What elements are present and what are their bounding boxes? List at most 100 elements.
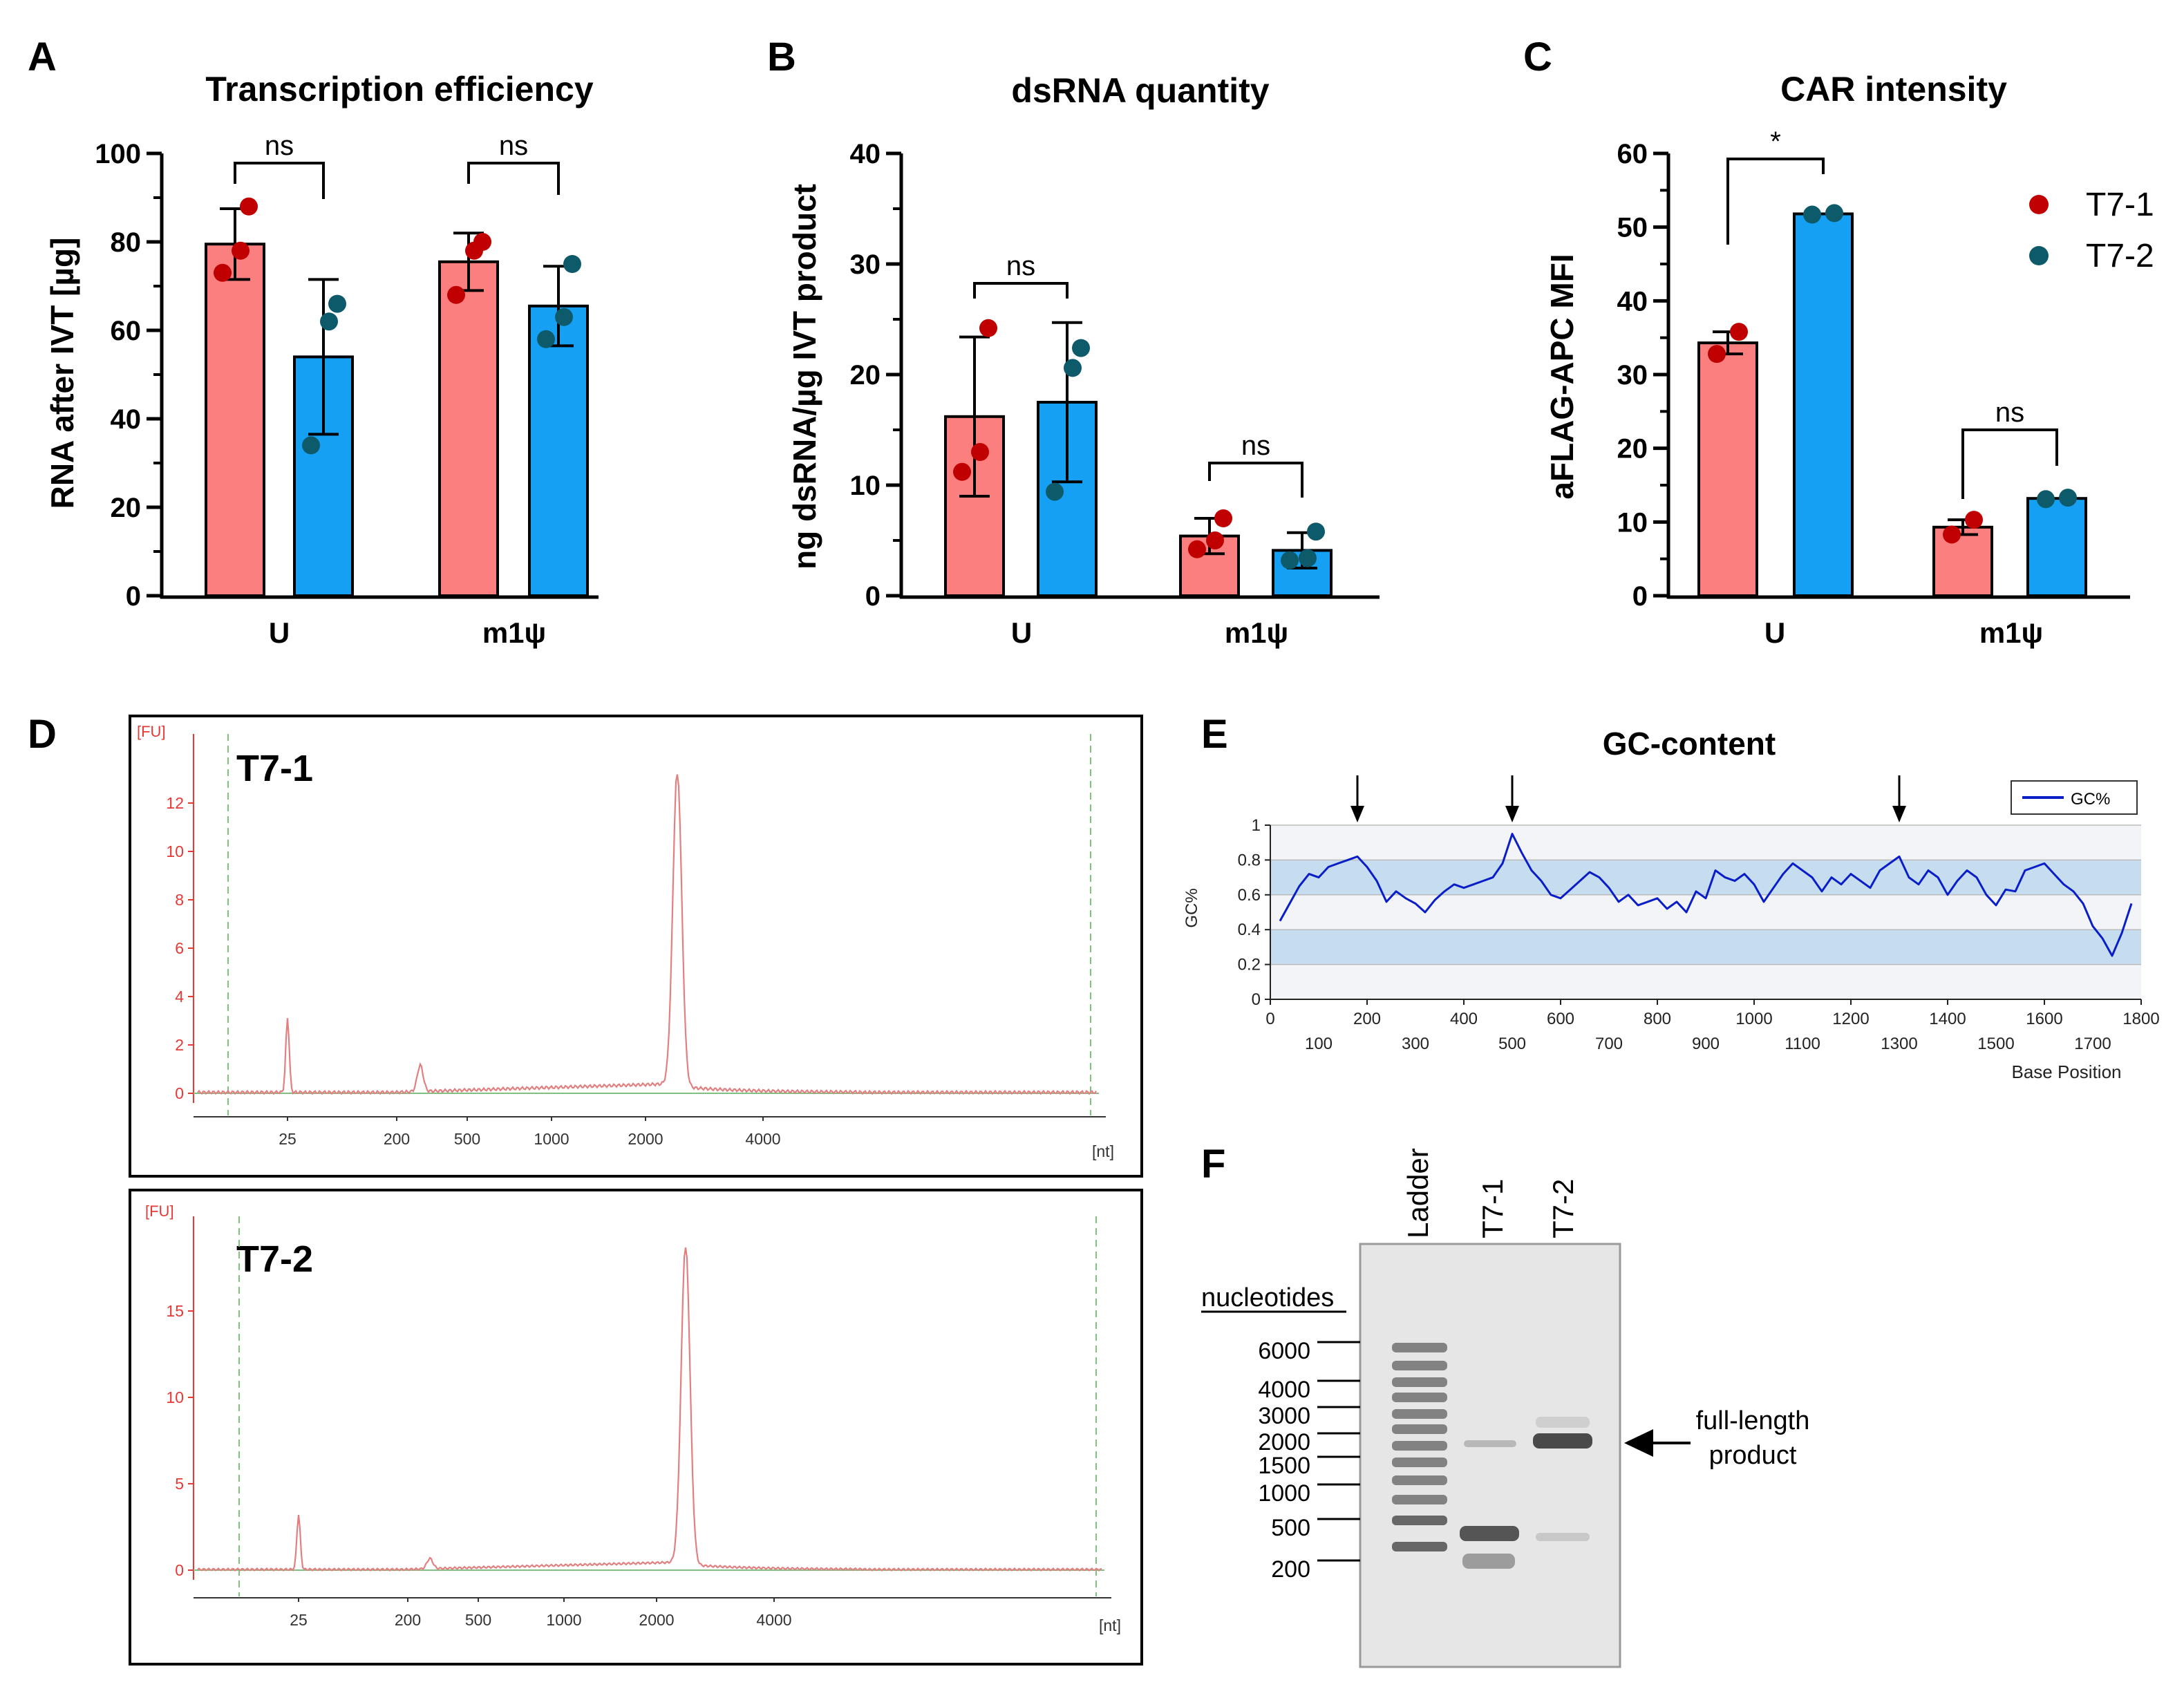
panel-letter-a: A <box>28 35 57 79</box>
lane-label: T7-1 <box>1476 1179 1509 1238</box>
x-tick-label: 0 <box>1265 1010 1274 1028</box>
x-tick-label: 700 <box>1595 1035 1623 1053</box>
data-point <box>979 319 997 337</box>
y-tick-label: 10 <box>166 842 184 860</box>
significance-label: ns <box>1241 431 1270 461</box>
data-point <box>1943 525 1961 544</box>
significance-label: ns <box>265 131 294 161</box>
significance-label: ns <box>499 131 528 161</box>
x-tick-label: 2000 <box>628 1130 663 1148</box>
data-point <box>1307 522 1325 541</box>
data-point <box>232 241 250 260</box>
gc-band <box>1270 860 2141 895</box>
trace-label: T7-1 <box>236 748 313 789</box>
y-tick-label: 0.8 <box>1238 851 1261 869</box>
data-point <box>1072 339 1090 357</box>
y-tick-label: 80 <box>111 227 142 258</box>
chart-title: GC-content <box>1603 726 1776 762</box>
panel-a: A Transcription efficiency RNA after IVT… <box>28 35 599 649</box>
significance-label: ns <box>1995 397 2024 428</box>
legend: T7-1 T7-2 <box>2029 187 2154 274</box>
ladder-band <box>1392 1458 1447 1467</box>
x-tick-label: 2000 <box>639 1611 674 1629</box>
panel-letter-f: F <box>1201 1142 1225 1187</box>
ladder-band <box>1392 1343 1447 1352</box>
chart-title: Transcription efficiency <box>205 70 593 109</box>
ladder-band <box>1392 1377 1447 1387</box>
x-tick-label: m1ψ <box>1979 616 2043 649</box>
y-tick-label: 6 <box>175 939 184 957</box>
significance-bracket <box>1208 462 1303 498</box>
data-point <box>563 255 581 273</box>
legend-label: GC% <box>2071 790 2110 809</box>
x-tick-label: 300 <box>1402 1035 1429 1053</box>
y-axis-label: RNA after IVT [µg] <box>44 238 80 509</box>
trace-area: 0 2 4 6 8 10 12 25 200 500 1000 2000 4000 <box>166 734 1106 1148</box>
x-tick-label: 1600 <box>2026 1010 2062 1028</box>
ladder-band <box>1392 1393 1447 1402</box>
panel-d: D [FU] T7-1 [nt] 0 2 4 6 8 10 12 25 200 500 1000 20… <box>28 712 1143 1666</box>
x-tick-label: 4000 <box>756 1611 791 1629</box>
ladder-band <box>1392 1409 1447 1419</box>
ladder-band <box>1392 1475 1447 1485</box>
y-tick-label: 100 <box>95 139 141 169</box>
y-unit-label: [FU] <box>137 723 166 740</box>
ladder-band <box>1392 1495 1447 1504</box>
legend-label: T7-2 <box>2086 238 2154 274</box>
arrow-icon <box>1350 806 1364 822</box>
chart-marks: 0 20 40 60 80 100 ns ns <box>95 131 589 612</box>
y-tick-label: 20 <box>1617 434 1648 464</box>
gel-smear <box>1536 1417 1590 1428</box>
panel-b: B dsRNA quantity ng dsRNA/µg IVT product… <box>767 35 1380 649</box>
significance-bracket <box>1726 158 1825 245</box>
y-tick-label: 0.6 <box>1238 886 1261 905</box>
x-tick-label: 800 <box>1644 1010 1671 1028</box>
x-tick-label: 1700 <box>2074 1035 2111 1053</box>
y-tick-label: 40 <box>850 139 881 169</box>
size-markers: 6000 4000 3000 2000 1500 1000 500 200 <box>1258 1338 1310 1583</box>
legend: GC% <box>2011 780 2138 815</box>
y-tick-label: 20 <box>850 360 881 390</box>
data-point <box>1281 551 1299 569</box>
data-point <box>1730 323 1748 341</box>
y-axis-label: ng dsRNA/µg IVT product <box>787 184 822 569</box>
panel-c: C CAR intensity aFLAG-APC MFI 0 10 20 30 40 5… <box>1523 35 2154 649</box>
y-unit-label: [FU] <box>145 1202 174 1220</box>
x-tick-label: 25 <box>290 1611 308 1629</box>
y-tick-label: 60 <box>111 316 142 346</box>
y-tick-label: 10 <box>850 471 881 501</box>
ladder-band <box>1392 1361 1447 1370</box>
x-tick-label: U <box>1764 616 1785 649</box>
full-length-annotation: full-length product <box>1624 1406 1809 1470</box>
data-point <box>2059 489 2077 507</box>
trace-area: 0 5 10 15 25 200 500 1000 2000 4000 <box>166 1216 1111 1629</box>
x-tick-label: 200 <box>395 1611 421 1629</box>
data-point <box>1064 359 1082 377</box>
panel-e: E GC-content GC% 0 0.2 0.4 0.6 0.8 1 0 200 400 60… <box>1183 712 2160 1082</box>
annotation-line: product <box>1709 1441 1797 1470</box>
data-point <box>473 233 491 251</box>
data-point <box>214 263 232 282</box>
x-unit-label: [nt] <box>1092 1142 1114 1160</box>
size-marker-label: 200 <box>1271 1556 1310 1583</box>
y-tick-label: 0.2 <box>1238 956 1261 974</box>
data-point <box>320 312 338 331</box>
y-tick-label: 40 <box>111 404 142 435</box>
data-point <box>302 436 320 455</box>
legend-swatch-t7-1 <box>2029 195 2049 214</box>
significance-bracket <box>234 162 325 199</box>
y-tick-label: 40 <box>1617 286 1648 317</box>
bar-t7-1 <box>1697 341 1758 597</box>
significance-label: ns <box>1006 251 1035 281</box>
y-tick-label: 30 <box>1617 360 1648 390</box>
chart-marks: 0 10 20 30 40 ns ns <box>850 139 1333 612</box>
bar-t7-1 <box>1932 525 1993 597</box>
y-tick-label: 50 <box>1617 213 1648 243</box>
data-point <box>1803 205 1821 224</box>
y-tick-label: 0 <box>175 1561 184 1579</box>
x-tick-label: 500 <box>1498 1035 1526 1053</box>
y-tick-label: 0 <box>1632 581 1648 612</box>
annotation-line: full-length <box>1696 1406 1810 1435</box>
y-tick-label: 0.4 <box>1238 921 1261 939</box>
